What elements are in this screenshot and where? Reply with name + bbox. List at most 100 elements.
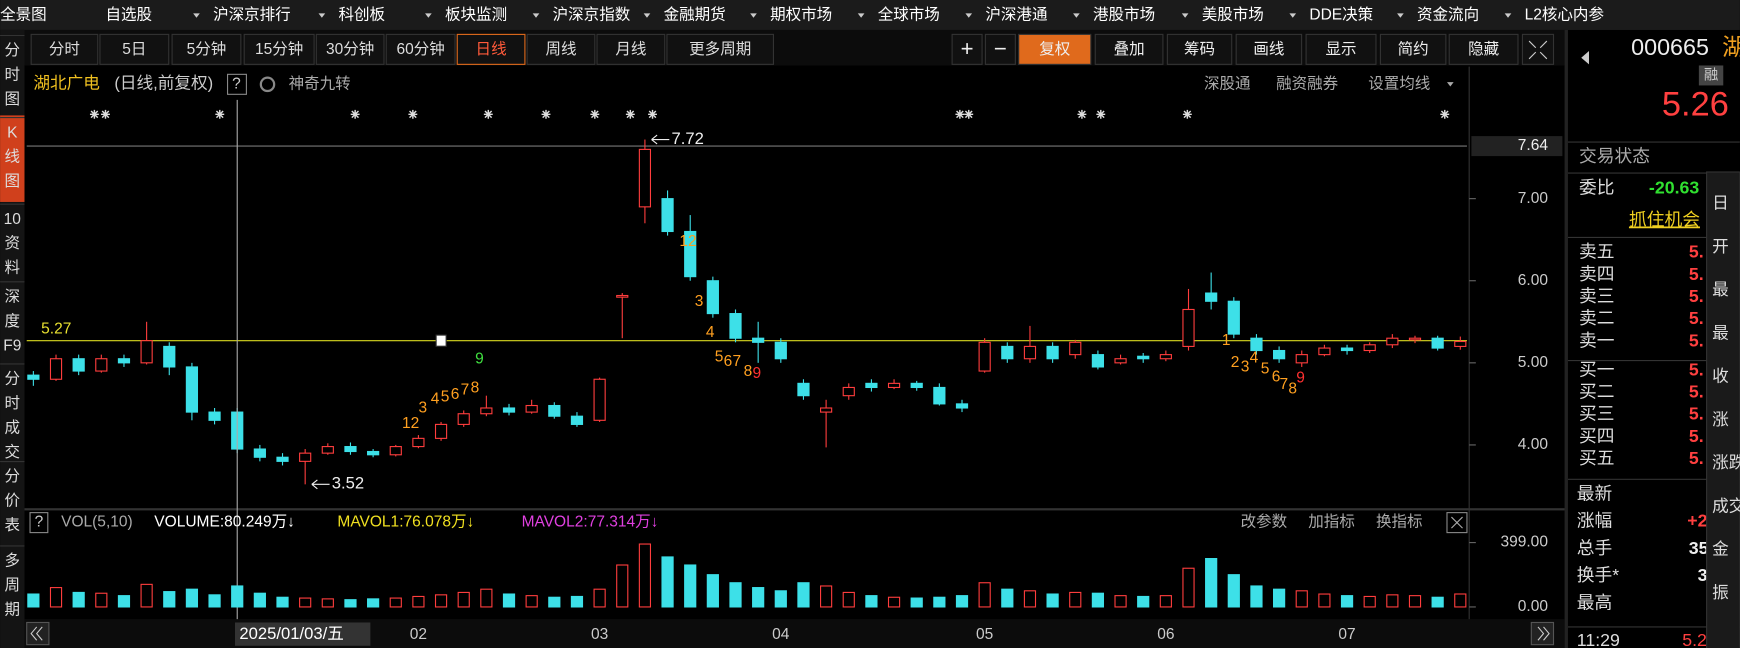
candle-body	[1023, 345, 1037, 360]
menu-item[interactable]: 期权市场	[770, 6, 832, 24]
sidebar-tab-label[interactable]: 线	[5, 148, 21, 166]
menu-item[interactable]: 沪深京指数	[553, 6, 631, 24]
sidebar-tab-label[interactable]: 分	[5, 370, 21, 388]
side-tab[interactable]: 收	[1712, 367, 1729, 386]
header-link[interactable]: 设置均线	[1368, 74, 1430, 92]
menu-item[interactable]: 资金流向	[1417, 6, 1479, 24]
tool-label[interactable]: −	[994, 36, 1007, 61]
tool-button[interactable]	[1166, 33, 1233, 65]
sidebar-tab-label[interactable]: 表	[5, 516, 21, 534]
tool-label[interactable]: 简约	[1398, 40, 1429, 58]
sidebar-tab-label[interactable]: F9	[3, 337, 21, 354]
tool-button[interactable]	[1235, 33, 1303, 65]
sidebar-tab-label[interactable]: 分	[5, 467, 21, 485]
menu-item[interactable]: 美股市场	[1202, 6, 1264, 24]
sidebar-tab-label[interactable]: 交	[5, 443, 21, 461]
sidebar-tab-label[interactable]: 料	[5, 259, 21, 277]
period-label[interactable]: 周线	[545, 40, 576, 58]
period-button[interactable]	[596, 33, 666, 65]
fullscreen-button[interactable]	[1521, 33, 1555, 65]
menu-item[interactable]: 金融期货	[664, 6, 726, 24]
volume-bar	[1046, 593, 1059, 608]
tool-button[interactable]	[1379, 33, 1447, 65]
period-button[interactable]	[315, 33, 385, 65]
tool-button[interactable]	[984, 33, 1016, 65]
vol-link[interactable]: 换指标	[1376, 513, 1423, 531]
sidebar-tab-label[interactable]: 10	[4, 211, 22, 228]
vol-link[interactable]: 加指标	[1308, 513, 1355, 531]
side-tab[interactable]: 涨	[1712, 410, 1729, 429]
header-link[interactable]: 融资融券	[1276, 74, 1339, 92]
vol-link[interactable]: 改参数	[1241, 513, 1288, 531]
period-label[interactable]: 月线	[615, 40, 646, 58]
tool-label[interactable]: 筹码	[1184, 40, 1215, 58]
sidebar-tab-label[interactable]: 周	[5, 577, 21, 594]
period-label[interactable]: 30分钟	[326, 40, 374, 58]
side-tab[interactable]: 金	[1712, 540, 1729, 559]
chance-link[interactable]: 抓住机会	[1629, 209, 1700, 229]
tool-button[interactable]	[1094, 33, 1164, 65]
tool-button[interactable]	[1305, 33, 1377, 65]
period-button[interactable]	[171, 33, 242, 65]
period-label[interactable]: 分时	[49, 40, 80, 58]
period-button[interactable]	[666, 33, 775, 65]
menu-item[interactable]: DDE决策	[1309, 6, 1373, 24]
period-button[interactable]	[456, 33, 526, 65]
tool-label[interactable]: 画线	[1253, 40, 1284, 58]
side-tab[interactable]: 开	[1712, 237, 1729, 256]
tool-label[interactable]: 隐藏	[1468, 40, 1499, 58]
tool-label[interactable]: 复权	[1039, 40, 1071, 58]
menu-item[interactable]: 港股市场	[1093, 6, 1155, 24]
menu-item[interactable]: 沪深京排行	[213, 6, 291, 24]
menu-item[interactable]: 沪深港通	[985, 6, 1048, 24]
period-label[interactable]: 15分钟	[255, 40, 303, 58]
menu-item[interactable]: 全景图	[0, 6, 47, 24]
side-tab[interactable]: 最	[1712, 280, 1729, 299]
side-tab[interactable]: 最	[1712, 323, 1729, 342]
scroll-right[interactable]	[1530, 621, 1555, 646]
period-button[interactable]	[99, 33, 170, 65]
tool-button[interactable]	[1018, 33, 1092, 65]
period-label[interactable]: 5分钟	[187, 40, 227, 58]
tool-label[interactable]: +	[961, 36, 974, 61]
sidebar-tab-label[interactable]: 价	[5, 493, 21, 510]
side-tab[interactable]: 成交	[1712, 496, 1740, 515]
tool-button[interactable]	[951, 33, 983, 65]
sidebar-tab-label[interactable]: 度	[5, 312, 21, 330]
menu-item[interactable]: 板块监测	[445, 6, 507, 24]
sidebar-tab-label[interactable]: 时	[5, 394, 21, 412]
tool-label[interactable]: 叠加	[1114, 40, 1145, 58]
sidebar-tab-label[interactable]: 分	[5, 41, 21, 59]
sidebar-tab-label[interactable]: 资	[5, 234, 21, 252]
period-button[interactable]	[30, 33, 99, 65]
sidebar-tab-label[interactable]: 成	[5, 418, 21, 436]
sidebar-tab-label[interactable]: 深	[5, 287, 21, 305]
period-label[interactable]: 日线	[476, 40, 507, 58]
period-button[interactable]	[385, 33, 456, 65]
sidebar-tab-label[interactable]: 时	[5, 66, 21, 84]
side-tab[interactable]: 振	[1712, 583, 1729, 602]
menu-item[interactable]: L2核心内参	[1525, 6, 1604, 24]
period-label[interactable]: 5日	[122, 41, 146, 58]
menu-item[interactable]: 全球市场	[878, 6, 940, 24]
sidebar-tab-label[interactable]: 图	[5, 91, 21, 108]
sidebar-tab-label[interactable]: 多	[5, 552, 21, 570]
stat-label: 涨幅	[1577, 511, 1613, 531]
period-button[interactable]	[243, 33, 315, 65]
period-label[interactable]: 60分钟	[396, 40, 444, 58]
side-tab[interactable]: 日	[1712, 194, 1729, 213]
vol-close[interactable]	[1446, 512, 1468, 534]
period-label[interactable]: 更多周期	[689, 40, 751, 58]
side-tab[interactable]: 涨跌	[1712, 453, 1740, 472]
header-link[interactable]: 深股通	[1204, 74, 1251, 92]
menu-item[interactable]: 自选股	[105, 6, 152, 24]
sidebar-tab-label[interactable]: 期	[5, 600, 21, 618]
sidebar-tab-label[interactable]: K	[7, 124, 18, 141]
scroll-left[interactable]	[26, 621, 50, 646]
tool-label[interactable]: 显示	[1326, 41, 1357, 58]
sidebar-tab-label[interactable]: 图	[5, 173, 21, 190]
tool-button[interactable]	[1448, 33, 1519, 65]
period-button[interactable]	[526, 33, 596, 65]
menu-item[interactable]: 科创板	[339, 6, 386, 24]
